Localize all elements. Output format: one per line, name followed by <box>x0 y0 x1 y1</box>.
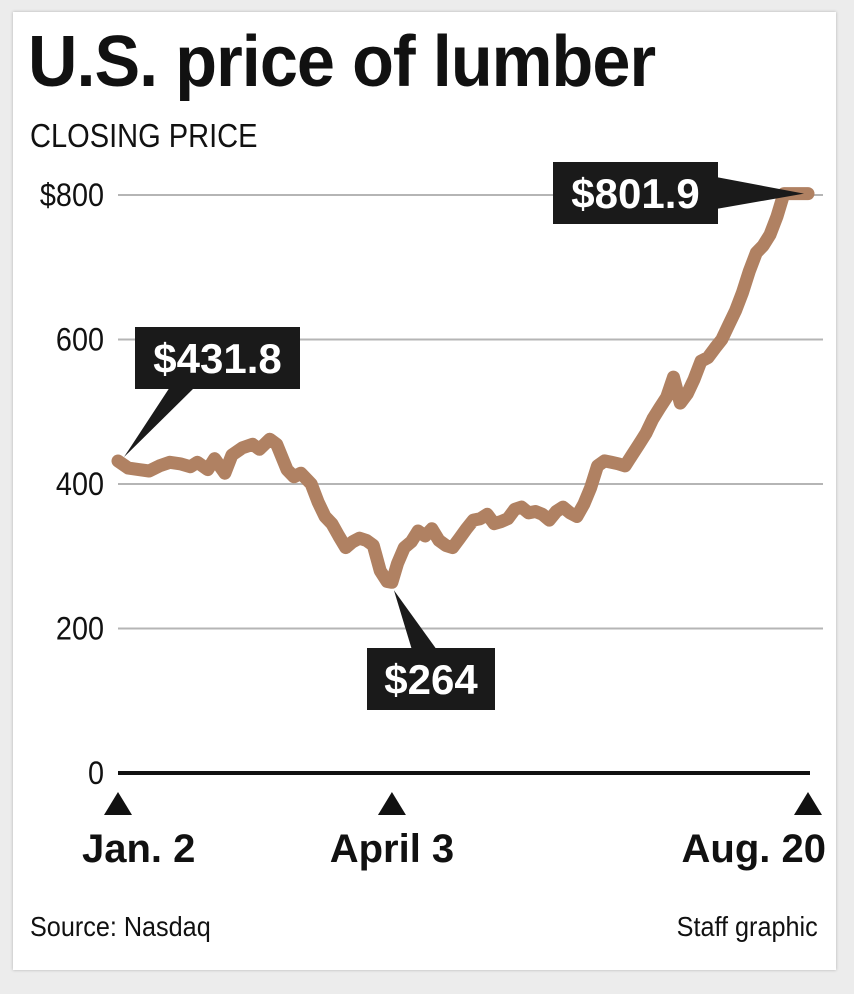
source-note: Source: Nasdaq <box>30 911 211 942</box>
x-tick-marker <box>794 792 822 815</box>
callout: $801.9 <box>553 162 804 224</box>
chart-title: U.S. price of lumber <box>28 22 656 102</box>
callout-pointer <box>393 590 437 650</box>
y-tick-label: 0 <box>88 756 104 792</box>
callout: $431.8 <box>124 327 300 458</box>
callout-label: $801.9 <box>571 170 699 217</box>
y-tick-label: 200 <box>56 611 104 647</box>
callout-label: $264 <box>384 656 478 703</box>
callout-pointer <box>124 387 195 458</box>
callout: $264 <box>367 590 495 710</box>
x-tick-label: Jan. 2 <box>82 827 195 871</box>
x-tick-marker <box>104 792 132 815</box>
chart-subtitle: CLOSING PRICE <box>30 117 258 154</box>
x-tick-label: April 3 <box>330 827 454 871</box>
x-tick-marker <box>377 792 406 815</box>
y-tick-label: 400 <box>56 467 104 503</box>
y-tick-label: $800 <box>40 178 104 214</box>
callout-box <box>135 327 300 389</box>
x-tick-label: Aug. 20 <box>682 827 826 871</box>
callout-box <box>367 648 495 710</box>
callout-pointer <box>716 177 804 209</box>
price-line <box>111 187 815 589</box>
y-tick-label: 600 <box>56 322 104 358</box>
credit-note: Staff graphic <box>676 911 818 942</box>
callout-box <box>553 162 718 224</box>
callout-label: $431.8 <box>153 335 281 382</box>
